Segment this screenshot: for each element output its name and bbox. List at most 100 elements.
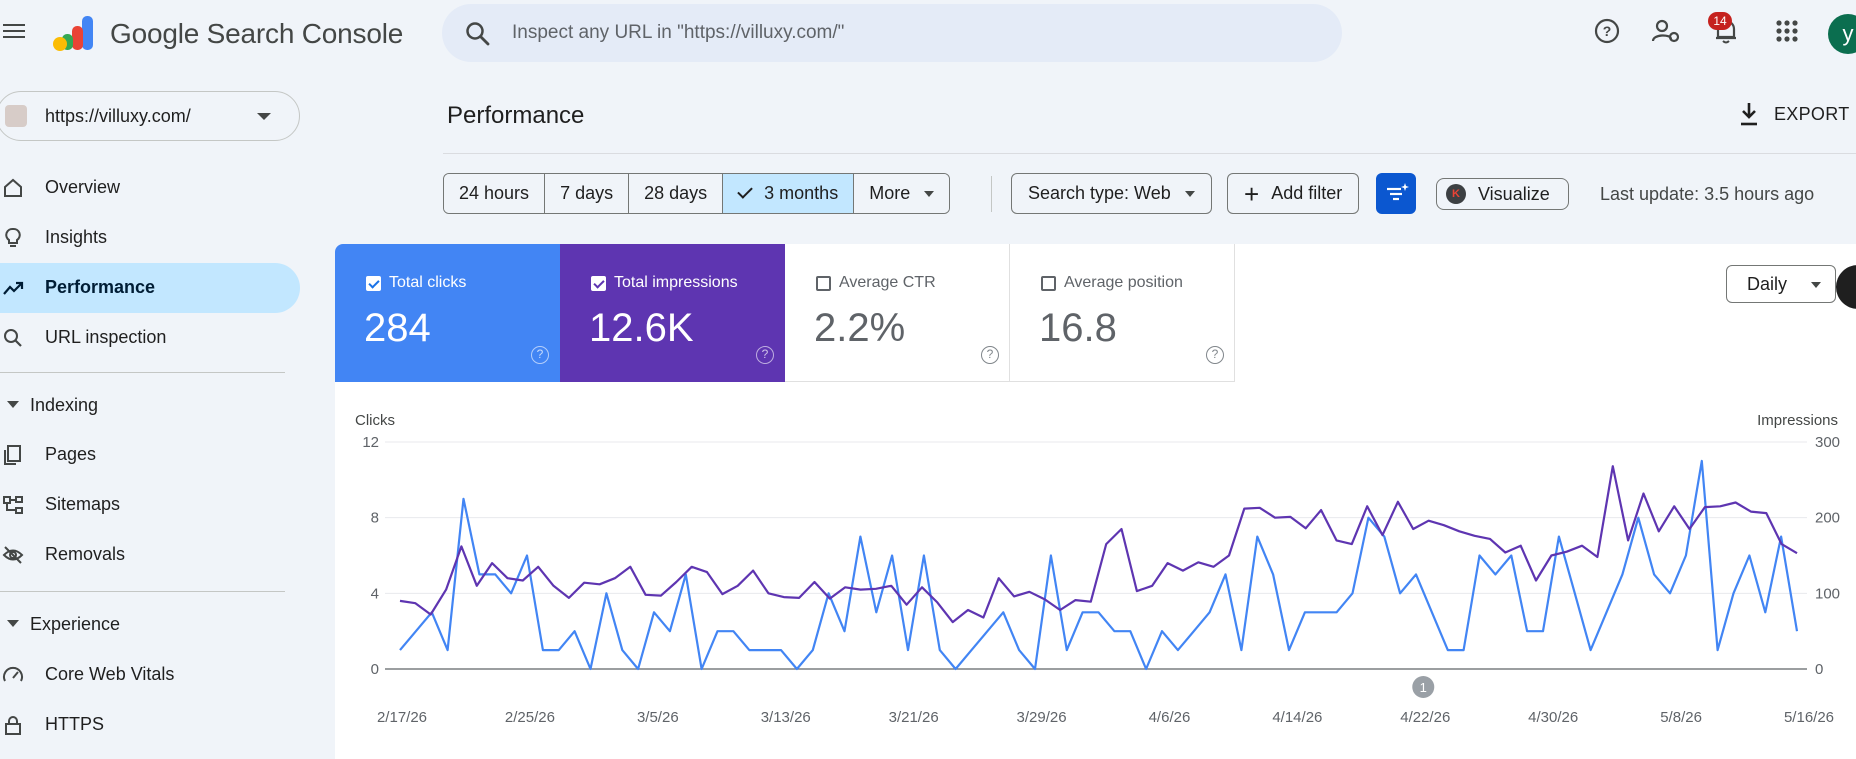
page-title: Performance [447,102,585,129]
filter-sparkle-icon [1387,183,1409,201]
caret-down-icon [1811,282,1821,288]
sidebar-divider [0,372,285,373]
metric-label: Average CTR [839,274,936,291]
y-tick-label: 12 [362,434,379,451]
x-tick-label: 3/29/26 [1017,709,1067,726]
sidebar-item-overview[interactable]: Overview [0,163,300,213]
gauge-icon [3,666,23,682]
visualize-label: Visualize [1478,183,1550,204]
x-tick-label: 2/17/26 [377,709,427,726]
visualize-logo-icon: K [1446,184,1466,204]
section-label: Experience [30,614,121,634]
help-icon[interactable]: ? [1206,346,1224,364]
notification-badge: 14 [1708,12,1732,30]
range-28-days[interactable]: 28 days [629,174,724,213]
add-filter-button[interactable]: + Add filter [1227,173,1360,214]
filter-toggle-button[interactable] [1376,173,1416,214]
granularity-label: Daily [1747,273,1788,294]
x-tick-label: 3/21/26 [889,709,939,726]
range-3-months[interactable]: 3 months [723,174,855,213]
x-tick-label: 4/14/26 [1272,709,1322,726]
caret-down-icon [7,620,19,627]
x-tick-label: 5/16/26 [1784,709,1834,726]
search-type-filter[interactable]: Search type: Web [1011,173,1212,214]
property-label: https://villuxy.com/ [45,106,191,126]
sidebar-item-sitemaps[interactable]: Sitemaps [0,480,300,530]
caret-down-icon [924,190,935,197]
sidebar-divider [0,591,285,592]
main-menu-button[interactable] [3,20,29,46]
home-icon [4,178,22,197]
floating-assistant-button[interactable] [1836,265,1856,309]
user-settings-icon[interactable] [1649,14,1683,48]
search-console-logo-icon [53,16,93,51]
metric-value: 284 [364,306,431,350]
x-tick-label: 5/8/26 [1660,709,1702,726]
x-tick-label: 3/13/26 [761,709,811,726]
top-bar: Google Search Console ? 14 y [0,0,1856,66]
range-24-hours[interactable]: 24 hours [444,174,546,213]
help-icon[interactable]: ? [756,346,774,364]
sidebar-item-https[interactable]: HTTPS [0,700,300,750]
account-avatar[interactable]: y [1828,14,1856,54]
sidebar-item-core-web-vitals[interactable]: Core Web Vitals [0,650,300,700]
range-label: 7 days [560,183,614,203]
performance-chart: Clicks Impressions 0 4 8 12 0 100 200 300 2/17/26 2… [355,412,1840,726]
url-inspect-search[interactable] [442,4,1342,62]
range-label: More [869,183,911,203]
metric-checkbox[interactable] [366,276,381,291]
search-icon [4,329,22,347]
metric-label: Total impressions [614,274,738,291]
help-icon[interactable]: ? [981,346,999,364]
section-indexing[interactable]: Indexing [0,385,285,425]
granularity-select[interactable]: Daily [1726,265,1836,303]
chevron-down-icon [257,113,271,120]
metric-label: Average position [1064,274,1183,291]
metric-average-position[interactable]: Average position 16.8 ? [1010,244,1235,382]
metric-value: 2.2% [814,306,906,350]
sidebar-item-insights[interactable]: Insights [0,213,300,263]
range-7-days[interactable]: 7 days [545,174,630,213]
metric-checkbox[interactable] [1041,276,1056,291]
apps-grid-icon[interactable] [1770,14,1804,48]
metric-value: 16.8 [1039,306,1117,350]
search-input[interactable] [512,4,1312,62]
last-update-text: Last update: 3.5 hours ago [1600,184,1815,204]
series-line-impressions [399,465,1798,624]
metric-checkbox[interactable] [591,276,606,291]
metric-checkbox[interactable] [816,276,831,291]
caret-down-icon [7,401,19,408]
x-tick-label: 3/5/26 [637,709,679,726]
visualize-button[interactable]: K Visualize [1436,178,1569,210]
svg-text:?: ? [1603,23,1612,39]
metric-total-clicks[interactable]: Total clicks 284 ? [335,244,560,382]
x-tick-label: 2/25/26 [505,709,555,726]
eye-off-icon [2,546,24,564]
annotation-marker [1412,676,1435,698]
sidebar-item-url-inspection[interactable]: URL inspection [0,313,300,363]
help-icon[interactable]: ? [1590,14,1624,48]
search-type-label: Search type: Web [1028,183,1171,203]
property-selector[interactable]: https://villuxy.com/ [0,91,300,141]
section-experience[interactable]: Experience [0,604,285,644]
x-tick-label: 4/22/26 [1400,709,1450,726]
range-label: 3 months [764,183,839,203]
metric-average-ctr[interactable]: Average CTR 2.2% ? [785,244,1010,382]
product-name: Google Search Console [110,18,404,49]
plus-icon: + [1244,178,1260,209]
sidebar-item-pages[interactable]: Pages [0,430,300,480]
pages-icon [4,445,21,465]
y-axis-title: Clicks [355,412,395,429]
section-label: Indexing [30,395,99,415]
y2-tick-label: 100 [1815,585,1840,602]
trending-up-icon [3,281,24,295]
sidebar-item-label: Sitemaps [45,494,121,514]
x-tick-label: 4/6/26 [1149,709,1191,726]
help-icon[interactable]: ? [531,346,549,364]
export-button[interactable]: EXPORT [1738,98,1850,130]
metric-total-impressions[interactable]: Total impressions 12.6K ? [560,244,785,382]
sidebar-item-removals[interactable]: Removals [0,530,300,580]
x-tick-label: 4/30/26 [1528,709,1578,726]
range-more[interactable]: More [854,174,950,213]
sidebar-item-performance[interactable]: Performance [0,263,300,313]
